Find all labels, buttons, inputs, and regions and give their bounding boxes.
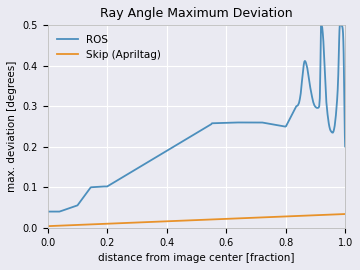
ROS bbox=[319, 24, 323, 27]
Skip (Apriltag) bbox=[222, 217, 226, 221]
ROS bbox=[203, 126, 208, 129]
Line: ROS: ROS bbox=[48, 25, 346, 212]
Skip (Apriltag) bbox=[315, 214, 320, 217]
Legend: ROS, Skip (Apriltag): ROS, Skip (Apriltag) bbox=[53, 31, 165, 64]
Skip (Apriltag) bbox=[45, 225, 50, 228]
ROS bbox=[303, 59, 307, 63]
Skip (Apriltag) bbox=[343, 212, 348, 216]
Title: Ray Angle Maximum Deviation: Ray Angle Maximum Deviation bbox=[100, 7, 293, 20]
Skip (Apriltag) bbox=[296, 214, 301, 218]
ROS bbox=[310, 95, 314, 99]
Skip (Apriltag) bbox=[228, 217, 232, 220]
Skip (Apriltag) bbox=[46, 224, 51, 228]
ROS bbox=[289, 115, 293, 118]
ROS bbox=[196, 130, 201, 134]
Skip (Apriltag) bbox=[223, 217, 227, 221]
ROS bbox=[172, 145, 176, 148]
Line: Skip (Apriltag): Skip (Apriltag) bbox=[48, 214, 346, 226]
ROS bbox=[343, 145, 348, 149]
Y-axis label: max. deviation [degrees]: max. deviation [degrees] bbox=[7, 61, 17, 192]
X-axis label: distance from image center [fraction]: distance from image center [fraction] bbox=[98, 253, 295, 263]
ROS bbox=[45, 210, 50, 213]
